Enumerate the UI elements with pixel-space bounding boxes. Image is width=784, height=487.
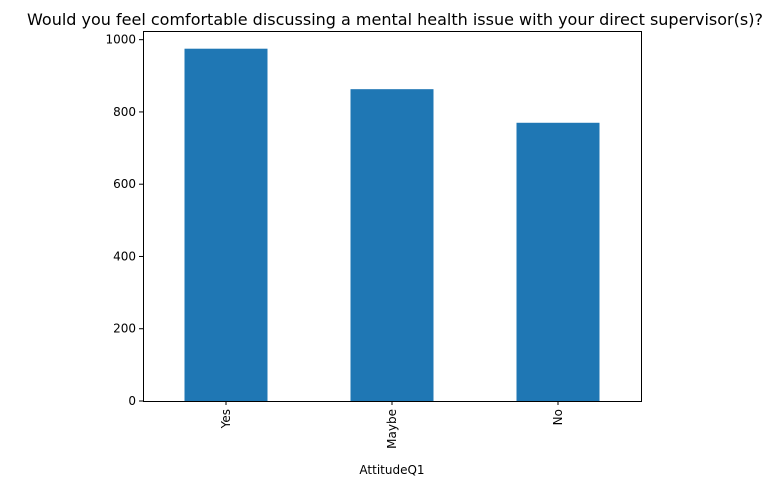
x-axis: Yes Maybe No <box>219 401 565 449</box>
y-tick-label: 800 <box>113 105 136 119</box>
bar-yes <box>184 48 268 401</box>
y-tick-label: 600 <box>113 177 136 191</box>
bar-maybe <box>350 89 434 401</box>
y-tick-label: 0 <box>128 394 136 408</box>
x-tick-label: Yes <box>219 409 233 429</box>
y-tick-label: 1000 <box>105 33 136 47</box>
plot-frame <box>143 31 642 402</box>
bar-no <box>516 122 600 401</box>
chart-title: Would you feel comfortable discussing a … <box>27 10 763 29</box>
x-tick-label: Maybe <box>385 409 399 449</box>
x-axis-label: AttitudeQ1 <box>359 463 424 477</box>
bars-group <box>184 48 600 401</box>
x-tick-label: No <box>551 409 565 425</box>
y-tick-label: 200 <box>113 322 136 336</box>
y-axis: 0 200 400 600 800 1000 <box>105 33 143 408</box>
y-tick-label: 400 <box>113 249 136 263</box>
